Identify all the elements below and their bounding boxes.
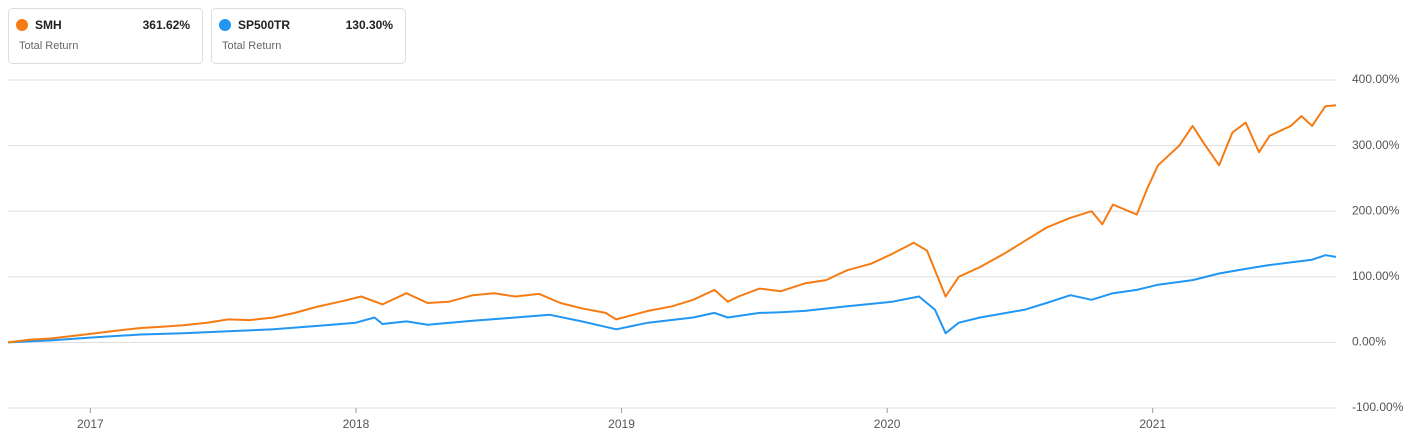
y-tick-label: -100.00% bbox=[1352, 400, 1404, 414]
x-tick-label: 2021 bbox=[1139, 417, 1166, 431]
y-tick-label: 200.00% bbox=[1352, 203, 1400, 217]
legend-dot bbox=[219, 19, 231, 31]
y-tick-label: 0.00% bbox=[1352, 335, 1386, 349]
legend-card[interactable]: SMH 361.62% Total Return bbox=[8, 8, 203, 64]
legend-subtitle: Total Return bbox=[19, 40, 78, 52]
legend-name: SP500TR bbox=[238, 18, 290, 32]
legend-name: SMH bbox=[35, 18, 62, 32]
x-tick-label: 2019 bbox=[608, 417, 635, 431]
series-line bbox=[7, 254, 1337, 344]
y-tick-label: 300.00% bbox=[1352, 138, 1400, 152]
x-tick-label: 2017 bbox=[77, 417, 104, 431]
legend-box bbox=[211, 8, 406, 64]
legend-dot bbox=[16, 19, 28, 31]
series-line bbox=[7, 104, 1337, 344]
x-tick-label: 2020 bbox=[874, 417, 901, 431]
y-tick-label: 400.00% bbox=[1352, 72, 1400, 86]
legend-value: 130.30% bbox=[346, 18, 394, 32]
legend-box bbox=[8, 8, 203, 64]
legend-card[interactable]: SP500TR 130.30% Total Return bbox=[211, 8, 406, 64]
x-tick-label: 2018 bbox=[343, 417, 370, 431]
y-tick-label: 100.00% bbox=[1352, 269, 1400, 283]
legend-value: 361.62% bbox=[143, 18, 191, 32]
legend-subtitle: Total Return bbox=[222, 40, 281, 52]
